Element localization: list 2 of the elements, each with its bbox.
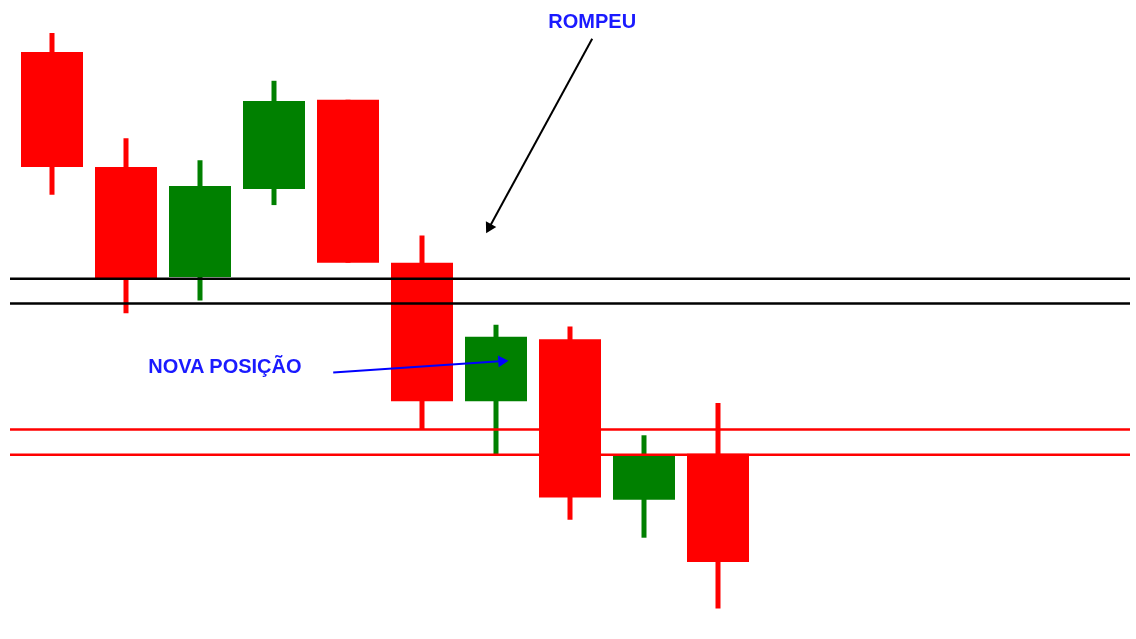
text: ROMPEU: [548, 9, 637, 32]
annotation: NOVA POSIÇÃO: [148, 354, 302, 377]
